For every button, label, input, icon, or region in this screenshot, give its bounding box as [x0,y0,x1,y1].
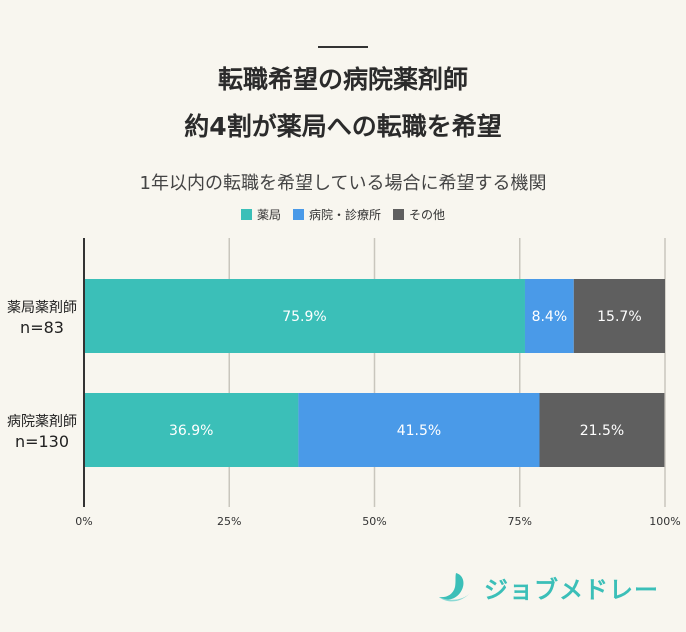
data-label: 75.9% [282,309,326,325]
category-label: 病院薬剤師 [7,414,77,430]
data-label: 15.7% [597,309,641,325]
chart-subtitle: 1年以内の転職を希望している場合に希望する機関 [139,173,547,194]
legend: 薬局 病院・診療所 その他 [0,206,686,223]
bar-segment [524,279,574,353]
brand-logo: ジョブメドレー [436,570,659,605]
x-tick-label: 75% [508,515,532,528]
chart-title-line2: 約4割が薬局への転職を希望 [184,112,502,141]
legend-item-hospital: 病院・診療所 [292,206,381,223]
x-tick-label: 0% [75,515,92,528]
bar-segment [84,393,299,467]
legend-label-pharmacy: 薬局 [256,208,281,222]
title-rule [318,46,368,48]
bar-segment [84,279,525,353]
category-sample-size: n=83 [20,318,64,337]
x-tick-label: 100% [649,515,680,528]
data-label: 8.4% [532,309,568,325]
data-label: 36.9% [169,423,213,439]
legend-swatch-pharmacy [240,209,252,220]
category-label: 薬局薬剤師 [7,300,77,316]
data-label: 21.5% [580,423,624,439]
legend-label-hospital: 病院・診療所 [308,208,381,222]
bar-segment [539,393,665,467]
chart-title-line1: 転職希望の病院薬剤師 [217,65,468,94]
x-tick-label: 25% [217,515,241,528]
legend-swatch-other [393,209,404,220]
category-sample-size: n=130 [15,432,69,451]
bar-segment [573,279,665,353]
bar-segment [298,393,540,467]
data-label: 41.5% [397,423,441,439]
legend-item-other: その他 [393,206,445,223]
legend-item-pharmacy: 薬局 [240,206,281,223]
legend-label-other: その他 [409,208,446,222]
x-tick-label: 50% [362,515,386,528]
logo-text: ジョブメドレー [484,576,659,604]
logo-mark-icon [439,572,470,601]
legend-swatch-hospital [292,209,304,220]
